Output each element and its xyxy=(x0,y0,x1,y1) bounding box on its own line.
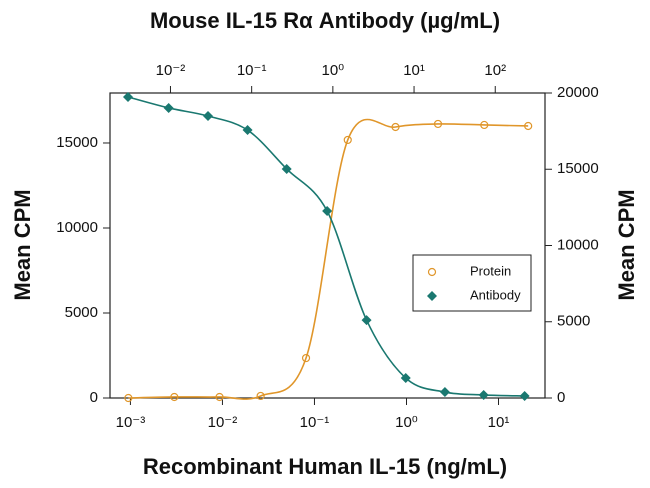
legend-marker xyxy=(427,291,437,301)
x-tick-label: 10⁻¹ xyxy=(300,414,330,431)
point xyxy=(400,373,411,384)
point xyxy=(163,102,174,113)
legend-label: Protein xyxy=(470,263,511,278)
x2-tick-label: 10⁰ xyxy=(322,62,345,79)
legend-box xyxy=(412,254,532,312)
point xyxy=(203,111,214,122)
point xyxy=(301,353,311,363)
point xyxy=(215,392,224,402)
x-tick-label: 10⁰ xyxy=(395,414,418,431)
y-tick-label: 5000 xyxy=(65,304,98,321)
point xyxy=(281,163,292,174)
y2-tick-label: 20000 xyxy=(557,84,599,101)
x-axis-label: Recombinant Human IL-15 (ng/mL) xyxy=(143,454,507,479)
y-tick-label: 10000 xyxy=(56,219,98,236)
legend-marker xyxy=(427,267,437,277)
x-tick-label: 10⁻³ xyxy=(116,414,146,431)
curve xyxy=(127,96,525,397)
y2-tick-label: 0 xyxy=(557,389,565,406)
point xyxy=(439,387,450,398)
point xyxy=(170,392,179,402)
x2-tick-label: 10² xyxy=(484,62,506,79)
point xyxy=(361,315,372,326)
point xyxy=(524,121,533,131)
point xyxy=(242,125,253,136)
x2-tick-label: 10¹ xyxy=(403,62,425,79)
y2-tick-label: 10000 xyxy=(557,236,599,253)
x-tick-label: 10¹ xyxy=(488,414,510,431)
x2-tick-label: 10⁻¹ xyxy=(237,62,267,79)
y-tick-label: 0 xyxy=(90,389,98,406)
curve xyxy=(128,118,529,400)
x-tick-label: 10⁻² xyxy=(208,414,238,431)
point xyxy=(391,122,400,132)
y2-axis-label: Mean CPM xyxy=(614,189,639,300)
point xyxy=(343,135,352,145)
point xyxy=(478,389,489,400)
point xyxy=(433,119,443,129)
legend-label: Antibody xyxy=(470,287,521,302)
point xyxy=(519,391,530,402)
y2-tick-label: 15000 xyxy=(557,160,599,177)
point xyxy=(123,91,134,102)
top-axis-label: Mouse IL-15 Rα Antibody (µg/mL) xyxy=(150,8,500,33)
y-tick-label: 15000 xyxy=(56,134,98,151)
y-axis-label: Mean CPM xyxy=(10,189,35,300)
point xyxy=(480,120,489,130)
point xyxy=(124,393,133,403)
x2-tick-label: 10⁻² xyxy=(156,62,186,79)
point xyxy=(256,391,265,401)
y2-tick-label: 5000 xyxy=(557,313,590,330)
point xyxy=(322,206,333,217)
